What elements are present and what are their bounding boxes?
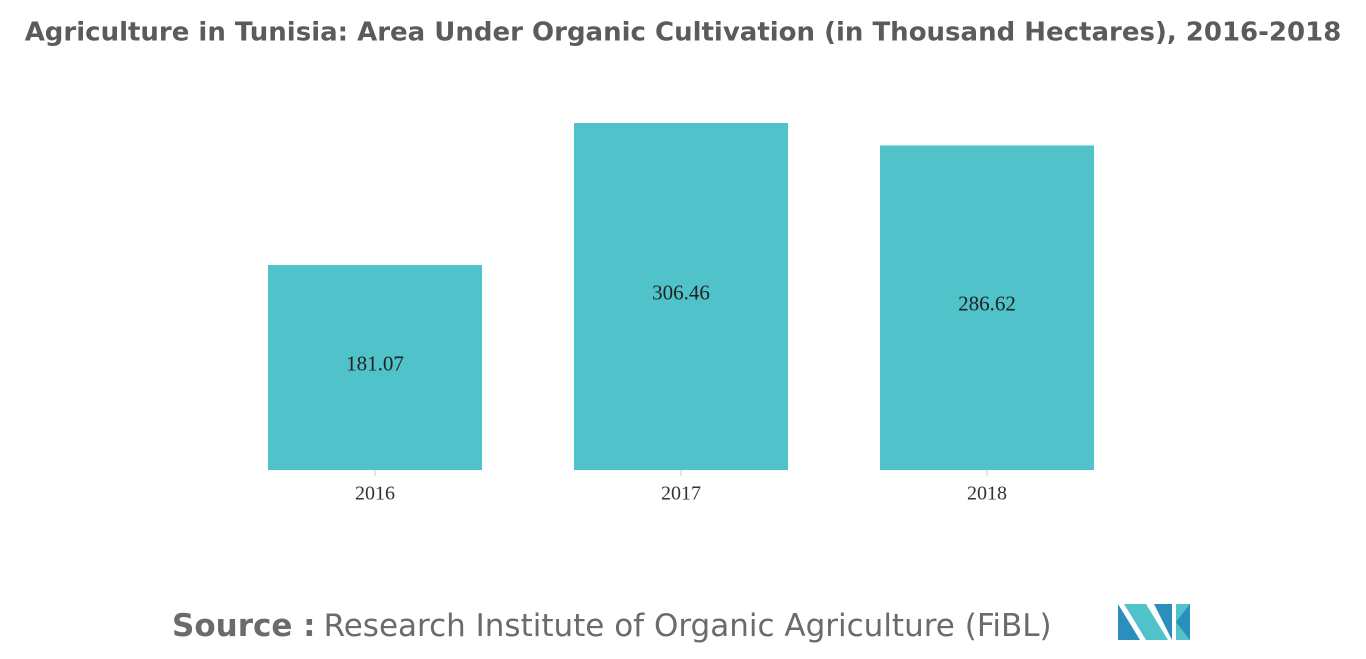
x-tick-label: 2016 <box>355 483 395 505</box>
source-text: Research Institute of Organic Agricultur… <box>324 608 1052 644</box>
value-label: 306.46 <box>652 280 710 304</box>
bar <box>268 264 482 470</box>
value-label: 286.62 <box>958 292 1016 316</box>
logo-part <box>1124 604 1168 640</box>
bar <box>574 123 788 470</box>
logo-part <box>1154 604 1172 640</box>
logo <box>1118 604 1190 640</box>
source: Source : Research Institute of Organic Ag… <box>172 608 1052 644</box>
source-label: Source : <box>172 608 316 644</box>
x-tick-label: 2018 <box>967 483 1007 505</box>
logo-part <box>1118 604 1140 640</box>
logo-part <box>1176 604 1190 640</box>
bar <box>880 145 1094 470</box>
chart-title: Agriculture in Tunisia: Area Under Organ… <box>25 18 1342 48</box>
x-tick-label: 2017 <box>661 483 701 505</box>
value-label: 181.07 <box>346 351 404 375</box>
